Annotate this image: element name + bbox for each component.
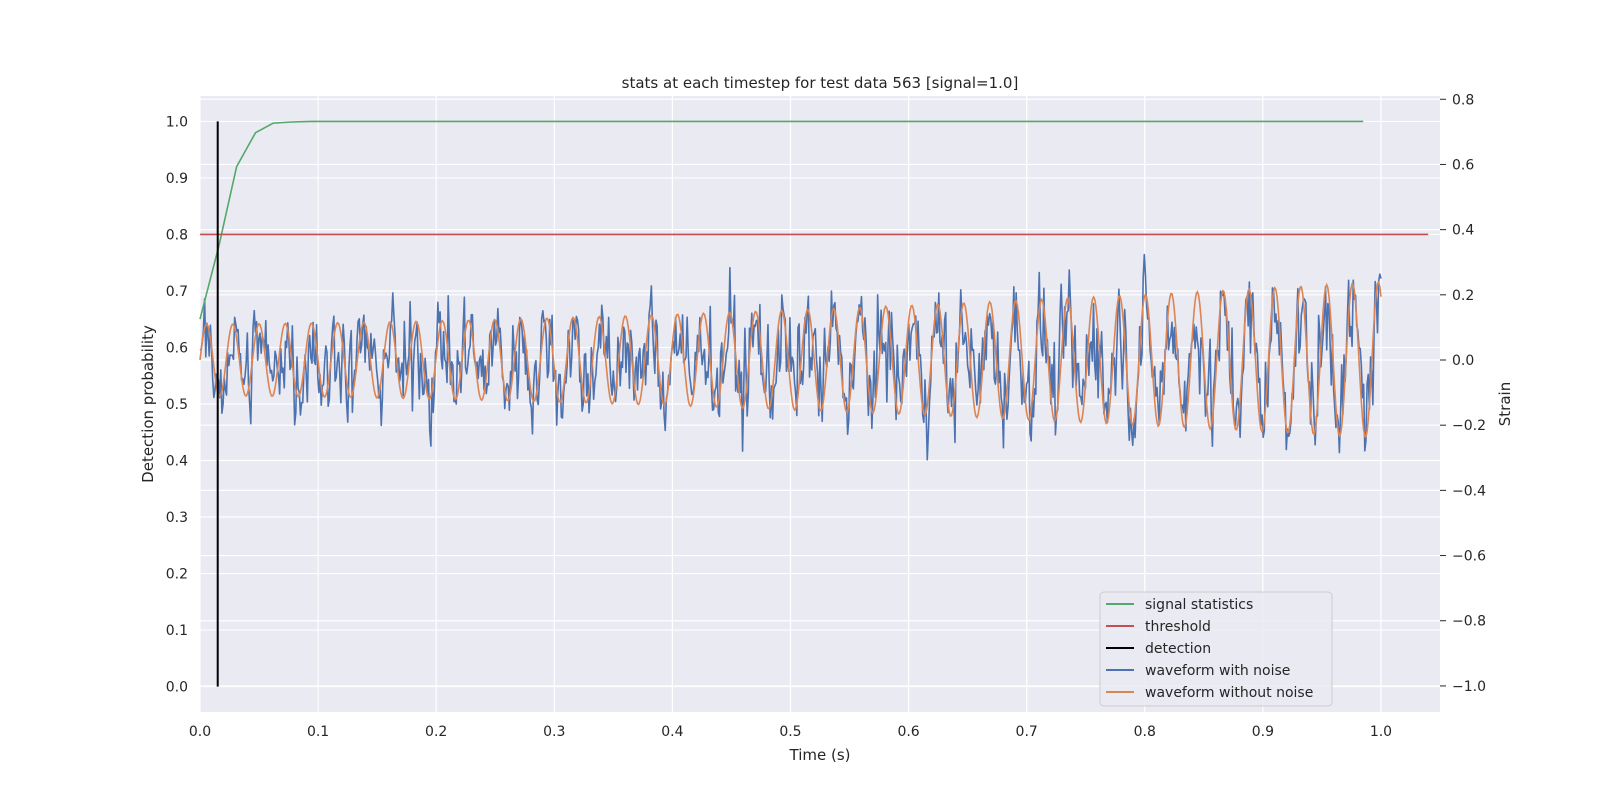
x-tick-label: 0.9 [1252,724,1274,740]
y-right-tick-label: −0.8 [1452,614,1486,630]
series-line-waveform-without-noise [199,280,1382,438]
y-right-tick-label: −0.6 [1452,549,1486,565]
y-left-tick-label: 0.8 [166,227,188,243]
y-left-tick-label: 0.6 [166,340,188,356]
x-tick-label: 0.8 [1134,724,1156,740]
y-left-tick-label: 0.1 [166,623,188,639]
series-line-signal-statistics [199,120,1364,320]
x-axis-label: Time (s) [789,746,851,764]
y-axis-left-label: Detection probability [139,325,157,483]
x-tick-label: 0.3 [543,724,565,740]
x-tick-label: 0.6 [897,724,919,740]
legend-label: waveform with noise [1145,663,1290,679]
y-left-tick-label: 1.0 [166,114,188,130]
x-tick-label: 0.4 [661,724,683,740]
y-right-tick-label: −0.4 [1452,483,1486,499]
y-right-tick-label: −1.0 [1452,679,1486,695]
x-tick-label: 0.0 [189,724,211,740]
y-axis-right: −1.0 −0.8 −0.6 −0.4 −0.2 0.0 0.2 0.4 0.6 0.8 [1440,92,1486,695]
y-right-tick-label: 0.4 [1452,223,1474,239]
y-left-tick-label: 0.5 [166,397,188,413]
y-left-tick-label: 0.3 [166,510,188,526]
legend-label: waveform without noise [1145,685,1313,701]
y-axis-right-label: Strain [1496,382,1514,426]
legend: signal statistics threshold detection wavef… [1099,591,1333,707]
legend-box [1099,591,1333,707]
y-right-tick-label: 0.8 [1452,92,1474,108]
plot-area [199,120,1429,687]
chart-title: stats at each timestep for test data 563… [622,74,1019,92]
x-axis: 0.0 0.1 0.2 0.3 0.4 0.5 0.6 0.7 0.8 0.9 1.0 [189,724,1392,740]
y-right-tick-label: 0.2 [1452,288,1474,304]
x-tick-label: 0.5 [779,724,801,740]
x-tick-label: 0.2 [425,724,447,740]
y-right-tick-label: −0.2 [1452,418,1486,434]
y-left-tick-label: 0.0 [166,680,188,696]
y-right-tick-label: 0.0 [1452,353,1474,369]
y-right-tick-label: 0.6 [1452,157,1474,173]
legend-label: detection [1145,641,1211,657]
y-left-tick-label: 0.9 [166,171,188,187]
x-tick-label: 0.1 [307,724,329,740]
y-left-tick-label: 0.2 [166,567,188,583]
y-axis-left: 0.0 0.1 0.2 0.3 0.4 0.5 0.6 0.7 0.8 0.9 1.0 [166,114,188,695]
x-tick-label: 0.7 [1016,724,1038,740]
x-tick-label: 1.0 [1370,724,1392,740]
legend-label: threshold [1145,619,1211,635]
y-left-tick-label: 0.4 [166,454,188,470]
legend-label: signal statistics [1145,597,1253,613]
y-left-tick-label: 0.7 [166,284,188,300]
